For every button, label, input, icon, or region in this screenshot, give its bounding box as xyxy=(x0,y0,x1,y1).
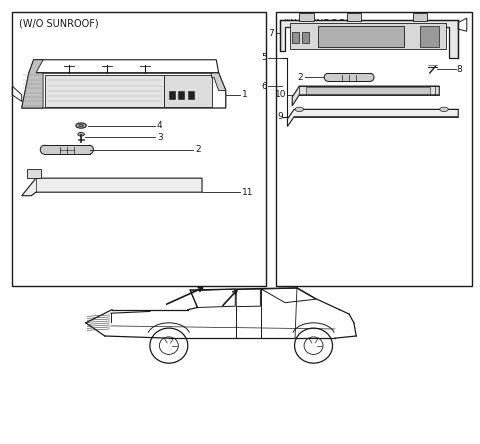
Polygon shape xyxy=(280,20,458,58)
Bar xyxy=(420,27,439,47)
Bar xyxy=(179,91,184,99)
Bar xyxy=(301,32,309,43)
Text: (W/O SUNROOF): (W/O SUNROOF) xyxy=(19,18,99,28)
Bar xyxy=(300,13,313,21)
Bar xyxy=(164,75,212,107)
Text: 7: 7 xyxy=(268,29,274,38)
Ellipse shape xyxy=(367,73,374,81)
Bar xyxy=(46,75,164,107)
Bar xyxy=(276,12,472,285)
Ellipse shape xyxy=(40,145,48,154)
Text: 1: 1 xyxy=(242,90,248,99)
Text: 2: 2 xyxy=(298,73,303,82)
Text: 3: 3 xyxy=(157,133,163,142)
Ellipse shape xyxy=(440,107,448,111)
Polygon shape xyxy=(22,60,43,108)
Ellipse shape xyxy=(79,124,84,127)
Text: 8: 8 xyxy=(457,65,463,74)
Text: 4: 4 xyxy=(157,121,163,130)
Bar xyxy=(188,91,193,99)
Bar xyxy=(306,87,430,94)
Bar xyxy=(12,12,266,285)
Text: (W/ SUNROOF): (W/ SUNROOF) xyxy=(283,18,355,28)
Polygon shape xyxy=(292,86,439,106)
Ellipse shape xyxy=(324,73,331,81)
Ellipse shape xyxy=(86,145,94,154)
Text: 9: 9 xyxy=(277,112,283,121)
Ellipse shape xyxy=(76,123,86,128)
Bar xyxy=(169,91,175,99)
Bar xyxy=(290,24,446,49)
Polygon shape xyxy=(22,178,202,196)
Text: 2: 2 xyxy=(195,145,201,154)
Text: 5: 5 xyxy=(261,53,267,62)
Ellipse shape xyxy=(295,107,303,111)
Polygon shape xyxy=(212,73,226,91)
Bar xyxy=(347,13,361,21)
Text: 10: 10 xyxy=(275,90,287,99)
Bar xyxy=(44,145,90,154)
Text: 11: 11 xyxy=(242,188,254,197)
Bar xyxy=(292,32,300,43)
Polygon shape xyxy=(288,109,458,127)
Bar xyxy=(413,13,427,21)
Text: 6: 6 xyxy=(261,82,267,91)
Bar xyxy=(318,27,404,47)
Ellipse shape xyxy=(78,133,84,136)
Bar xyxy=(328,73,371,81)
Bar xyxy=(26,170,41,178)
